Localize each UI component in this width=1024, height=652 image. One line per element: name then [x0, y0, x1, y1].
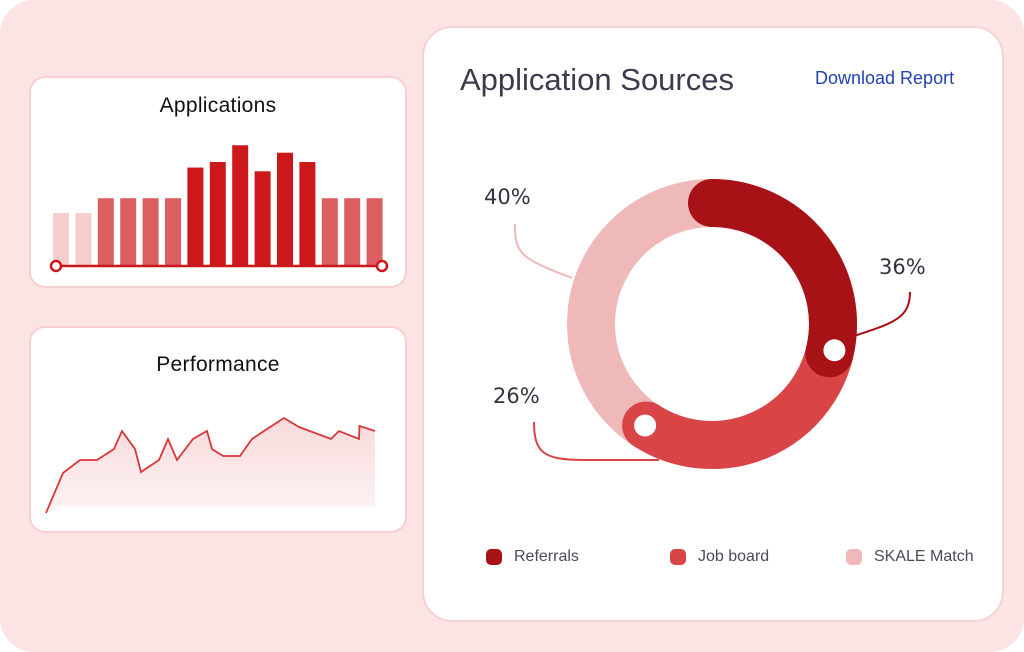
bar — [344, 198, 361, 266]
slice-marker — [823, 339, 846, 362]
legend-label: SKALE Match — [874, 548, 974, 565]
label-skale-match: 40% — [484, 185, 531, 209]
bar — [209, 162, 226, 266]
legend-skale-match: SKALE Match — [846, 548, 974, 566]
bar — [254, 171, 271, 266]
slice-job-board — [622, 310, 857, 469]
bar — [277, 152, 293, 266]
slice-marker — [634, 414, 657, 437]
bar — [299, 162, 316, 266]
slice-referrals — [688, 179, 857, 378]
applications-bar-chart — [49, 145, 389, 273]
performance-area-chart — [45, 416, 376, 514]
legend-swatch — [670, 549, 686, 565]
bar — [187, 167, 204, 266]
range-handle-right — [375, 259, 389, 273]
label-referrals: 36% — [879, 255, 926, 279]
application-sources-card: Application Sources Download Report 40% 3… — [424, 28, 1002, 620]
bar — [142, 198, 159, 266]
bar — [75, 213, 92, 266]
label-job-board: 26% — [493, 384, 540, 408]
leader-job-board — [533, 421, 659, 461]
bar — [97, 198, 114, 266]
legend-referrals: Referrals — [486, 548, 579, 566]
legend-label: Referrals — [514, 548, 579, 565]
leader-skale-match — [514, 223, 573, 279]
legend-swatch — [486, 549, 502, 565]
bar — [53, 213, 69, 266]
bar — [120, 198, 137, 266]
bar — [232, 145, 249, 266]
download-report-link[interactable]: Download Report — [815, 68, 955, 88]
sources-donut-chart: 40% 36% 26% — [484, 179, 926, 469]
leader-referrals — [853, 291, 911, 337]
bar — [165, 198, 181, 266]
applications-card: Applications — [31, 78, 405, 286]
range-handle-left — [49, 259, 63, 273]
bar — [366, 198, 383, 266]
legend-swatch — [846, 549, 862, 565]
bar — [321, 198, 338, 266]
legend-job-board: Job board — [670, 548, 769, 566]
performance-card: Performance — [31, 328, 405, 531]
legend-label: Job board — [698, 548, 770, 565]
performance-title: Performance — [156, 353, 280, 376]
performance-line — [45, 416, 376, 514]
sources-title: Application Sources — [460, 62, 734, 97]
performance-area — [46, 418, 375, 513]
applications-title: Applications — [159, 94, 277, 117]
